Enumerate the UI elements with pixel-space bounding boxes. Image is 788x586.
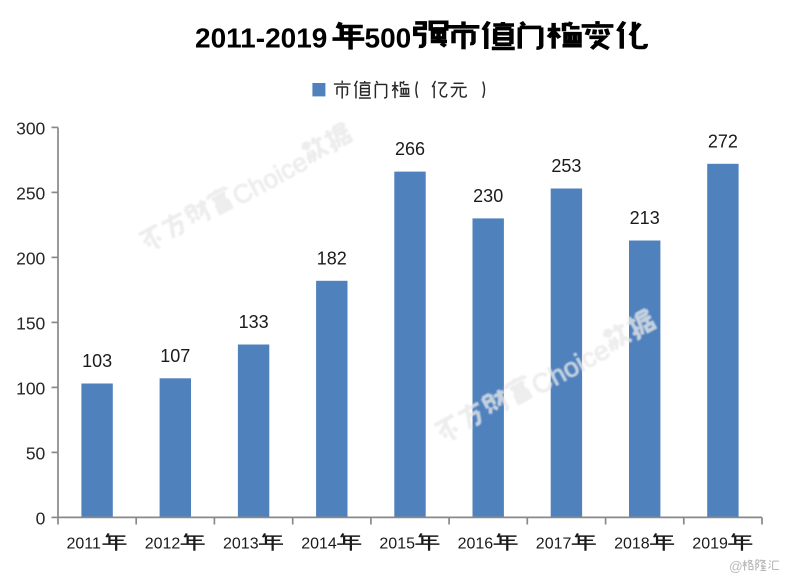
svg-text:103: 103: [82, 351, 112, 371]
svg-text:182: 182: [317, 248, 347, 268]
svg-text:2012: 2012: [145, 536, 181, 553]
svg-text:200: 200: [16, 248, 45, 268]
svg-text:50: 50: [26, 443, 46, 463]
svg-text:2019: 2019: [692, 536, 728, 553]
svg-text:100: 100: [16, 378, 45, 398]
svg-text:2017: 2017: [536, 536, 572, 553]
svg-text:250: 250: [16, 183, 45, 203]
svg-text:300: 300: [16, 118, 45, 138]
svg-text:150: 150: [16, 313, 45, 333]
svg-text:2011-2019: 2011-2019: [195, 23, 327, 54]
svg-text:0: 0: [36, 508, 46, 528]
svg-text:2015: 2015: [379, 536, 415, 553]
svg-text:2014: 2014: [301, 536, 337, 553]
svg-text:500: 500: [365, 23, 412, 54]
svg-text:253: 253: [551, 156, 581, 176]
svg-text:2011: 2011: [67, 536, 102, 553]
svg-text:2013: 2013: [223, 536, 259, 553]
svg-text:107: 107: [160, 346, 190, 366]
svg-text:@: @: [729, 559, 743, 574]
svg-text:2018: 2018: [614, 536, 650, 553]
svg-text:213: 213: [630, 208, 660, 228]
svg-text:230: 230: [473, 186, 503, 206]
svg-text:266: 266: [395, 139, 425, 159]
svg-text:133: 133: [239, 312, 269, 332]
svg-text:272: 272: [708, 131, 738, 151]
svg-text:2016: 2016: [458, 536, 494, 553]
